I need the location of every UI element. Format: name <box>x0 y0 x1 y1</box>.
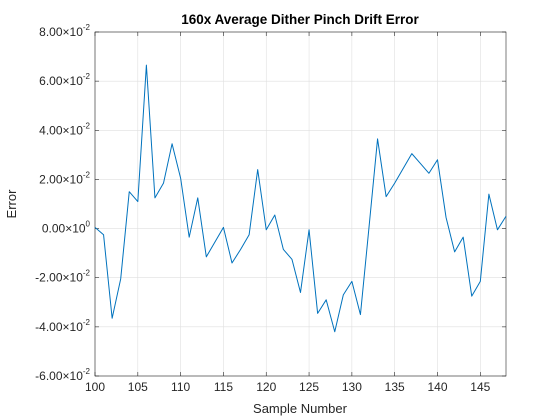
data-point <box>343 294 344 295</box>
x-tick-label: 125 <box>299 380 319 394</box>
data-point <box>480 281 481 282</box>
data-point <box>411 153 412 154</box>
data-point <box>137 201 138 202</box>
data-point <box>463 237 464 238</box>
data-point <box>369 227 370 228</box>
data-point <box>197 197 198 198</box>
data-point <box>351 281 352 282</box>
data-point <box>291 259 292 260</box>
plot-box <box>94 31 507 377</box>
data-point <box>403 168 404 169</box>
y-tick-label: -2.00×10-2 <box>35 269 90 285</box>
data-point <box>112 318 113 319</box>
x-tick-label: 130 <box>342 380 362 394</box>
data-point <box>240 249 241 250</box>
data-point <box>428 173 429 174</box>
data-point <box>172 143 173 144</box>
data-point <box>154 197 155 198</box>
data-point <box>266 229 267 230</box>
x-tick-label: 110 <box>171 380 190 394</box>
data-point <box>95 227 96 228</box>
data-point <box>488 194 489 195</box>
data-point <box>334 331 335 332</box>
data-point <box>394 183 395 184</box>
data-point <box>223 227 224 228</box>
x-tick-label: 105 <box>128 380 148 394</box>
data-point <box>506 216 507 217</box>
y-tick-label: 2.00×10-2 <box>39 170 90 186</box>
data-point <box>377 138 378 139</box>
x-tick-label: 140 <box>427 380 447 394</box>
data-point <box>309 229 310 230</box>
data-point <box>446 217 447 218</box>
series-layer <box>94 64 507 333</box>
series-line <box>94 64 507 333</box>
y-tick-label: 0.00×100 <box>42 220 91 236</box>
data-point <box>180 178 181 179</box>
data-point <box>214 242 215 243</box>
data-point <box>129 191 130 192</box>
data-point <box>257 169 258 170</box>
x-tick-label: 115 <box>214 380 233 394</box>
data-point <box>232 262 233 263</box>
data-point <box>420 163 421 164</box>
data-point <box>471 296 472 297</box>
y-tick-label: -6.00×10-2 <box>35 367 90 383</box>
data-point <box>454 251 455 252</box>
data-point <box>300 292 301 293</box>
x-tick-label: 100 <box>85 380 105 394</box>
x-axis-label: Sample Number <box>253 401 348 416</box>
data-point <box>189 237 190 238</box>
data-point <box>274 215 275 216</box>
x-tick-label: 145 <box>470 380 490 394</box>
data-point <box>360 314 361 315</box>
data-point <box>437 159 438 160</box>
data-point <box>317 313 318 314</box>
data-point <box>163 183 164 184</box>
x-tick-label: 120 <box>256 380 276 394</box>
x-tick-label: 135 <box>385 380 405 394</box>
y-tick-label: -4.00×10-2 <box>35 318 90 334</box>
data-point <box>249 234 250 235</box>
data-point <box>146 65 147 66</box>
grid-vertical-lines <box>94 32 481 376</box>
y-tick-label: 4.00×10-2 <box>39 121 90 137</box>
y-axis-ticks: -6.00×10-2 -4.00×10-2 -2.00×10-2 0.00×100 2.… <box>35 23 506 383</box>
y-tick-label: 8.00×10-2 <box>39 23 90 39</box>
x-axis-ticks: 100 105 110 115 120 125 130 135 140 145 <box>85 32 491 394</box>
data-point <box>386 196 387 197</box>
data-point <box>120 278 121 279</box>
data-point <box>497 229 498 230</box>
data-point <box>206 256 207 257</box>
y-axis-label: Error <box>4 189 19 219</box>
data-point <box>283 249 284 250</box>
data-point <box>326 299 327 300</box>
chart-title: 160x Average Dither Pinch Drift Error <box>181 12 419 27</box>
y-tick-label: 6.00×10-2 <box>39 72 90 88</box>
data-point <box>103 234 104 235</box>
